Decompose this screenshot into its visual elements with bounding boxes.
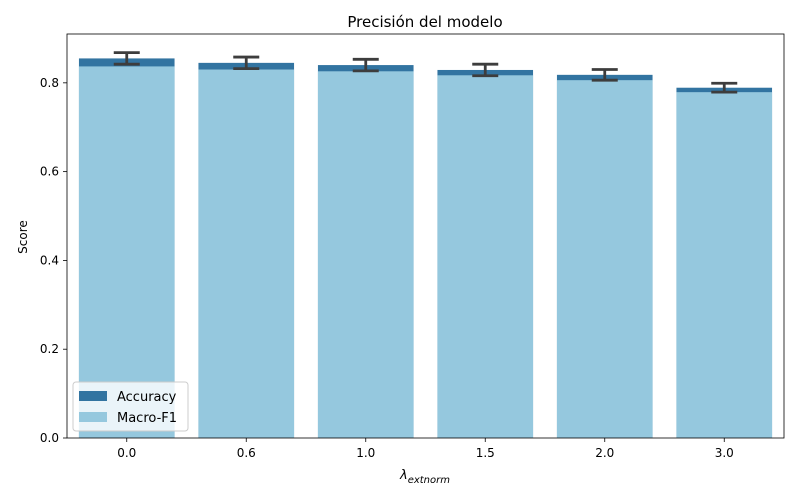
bar-macro-f1 <box>318 71 414 438</box>
bar-macro-f1 <box>676 92 772 438</box>
bar-macro-f1 <box>437 75 533 438</box>
x-axis-label-subscript: extnorm <box>408 475 451 486</box>
x-tick-label: 3.0 <box>715 446 734 460</box>
x-tick-label: 0.6 <box>237 446 256 460</box>
chart-title: Precisión del modelo <box>347 13 502 31</box>
x-tick-label: 1.0 <box>356 446 375 460</box>
y-tick-label: 0.2 <box>40 342 59 356</box>
x-axis-label: λextnorm <box>399 468 450 486</box>
y-tick-label: 0.4 <box>40 253 59 267</box>
x-axis-label-symbol: λ <box>399 468 408 483</box>
y-tick-label: 0.0 <box>40 431 59 445</box>
x-tick-label: 0.0 <box>117 446 136 460</box>
bar-macro-f1 <box>557 80 653 438</box>
legend-swatch <box>79 412 107 422</box>
y-axis-label: Score <box>16 220 30 254</box>
bars-layer <box>79 58 772 438</box>
x-tick-label: 2.0 <box>595 446 614 460</box>
legend-label: Macro-F1 <box>117 411 177 426</box>
legend-swatch <box>79 391 107 401</box>
x-axis-label-text: λextnorm <box>399 468 450 486</box>
y-tick-label: 0.6 <box>40 165 59 179</box>
legend: Accuracy Macro-F1 <box>73 382 188 431</box>
bar-macro-f1 <box>198 70 294 438</box>
x-tick-label: 1.5 <box>476 446 495 460</box>
y-tick-label: 0.8 <box>40 76 59 90</box>
legend-label: Accuracy <box>117 390 177 405</box>
